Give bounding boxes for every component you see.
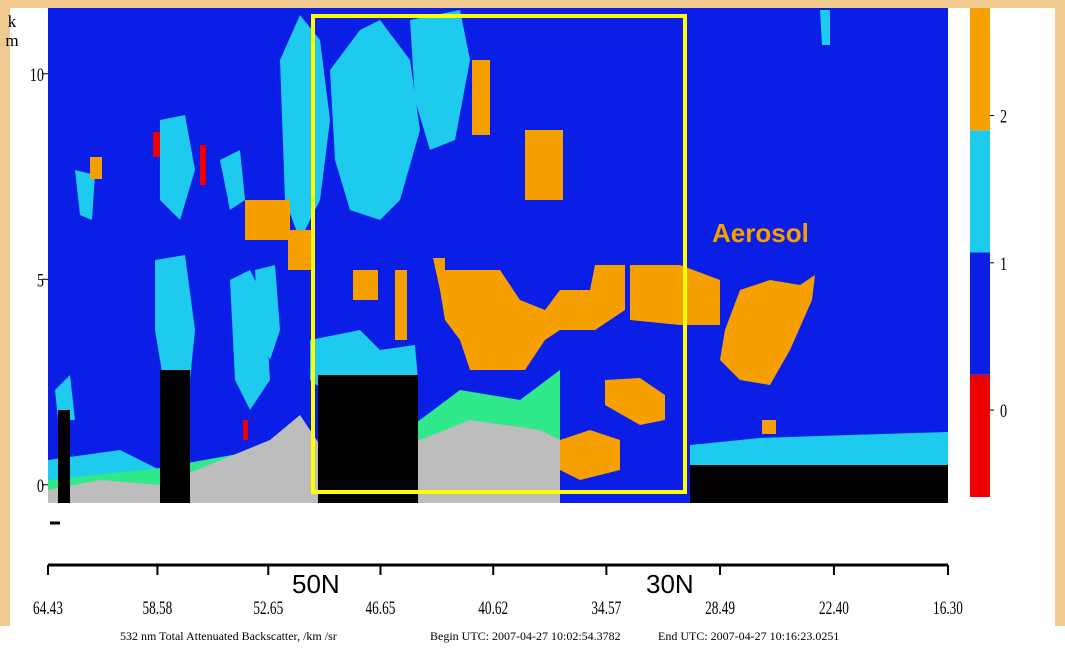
colorbar: 0 1 2 xyxy=(970,8,1007,497)
surface-black xyxy=(160,370,190,503)
colorbar-tick-label: 1 xyxy=(1000,253,1007,274)
y-tick-label: 10 xyxy=(30,64,44,85)
frame-left xyxy=(0,0,10,626)
caption: 532 nm Total Attenuated Backscatter, /km… xyxy=(120,629,337,643)
y-axis-label: km xyxy=(3,12,22,50)
x-tick-label: 28.49 xyxy=(705,597,735,619)
annotation: 30N xyxy=(646,569,694,599)
x-tick-label: 40.62 xyxy=(478,597,508,619)
colorbar-band xyxy=(970,8,990,131)
colorbar-tick-label: 0 xyxy=(1000,400,1007,421)
x-tick-label: 22.40 xyxy=(819,597,849,619)
x-tick-label: 46.65 xyxy=(366,597,396,619)
colorbar-band xyxy=(970,252,990,375)
curtain-image xyxy=(48,8,948,503)
x-tick-label: 52.65 xyxy=(253,597,283,619)
colorbar-tick-label: 2 xyxy=(1000,106,1007,127)
y-tick-label: 0 xyxy=(37,475,44,496)
surface-black xyxy=(58,410,70,503)
caption: Begin UTC: 2007-04-27 10:02:54.3782 xyxy=(430,629,621,643)
x-tick-label: 16.30 xyxy=(933,597,963,619)
surface-black xyxy=(690,465,948,503)
x-tick-label: 34.57 xyxy=(591,597,621,619)
surface-black xyxy=(318,375,418,503)
y-tick-label: 5 xyxy=(37,269,44,290)
aerosol-layer xyxy=(90,60,815,480)
highlight-box xyxy=(311,14,687,494)
caption: End UTC: 2007-04-27 10:16:23.0251 xyxy=(658,629,839,643)
frame-top xyxy=(0,0,1065,8)
colorbar-band xyxy=(970,374,990,497)
annotation: Aerosol xyxy=(712,218,809,248)
colorbar-band xyxy=(970,130,990,253)
annotation: 50N xyxy=(292,569,340,599)
x-tick-label: 58.58 xyxy=(142,597,172,619)
frame-right xyxy=(1055,0,1065,626)
cloud-red xyxy=(153,132,248,440)
x-tick-label: 64.43 xyxy=(33,597,63,619)
